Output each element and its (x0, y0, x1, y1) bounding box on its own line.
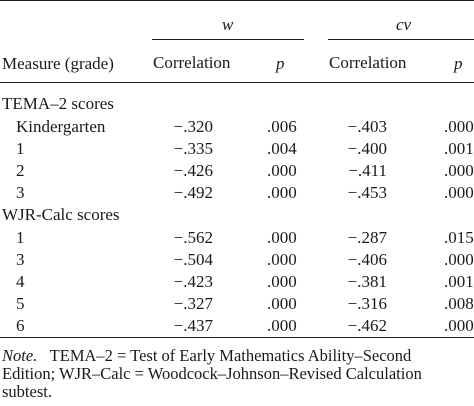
p-w-cell: .000 (267, 316, 297, 335)
correlation-w-cell: −.562 (173, 228, 213, 247)
note-text: TEMA–2 = Test of Early Mathematics Abili… (49, 346, 412, 365)
measure-cell: 6 (16, 316, 25, 335)
correlation-cv-cell: −.287 (347, 228, 387, 247)
correlation-cv-cell: −.400 (347, 139, 387, 158)
group-header-cv: cv (396, 15, 412, 34)
table-note: Note. TEMA–2 = Test of Early Mathematics… (2, 347, 474, 401)
measure-cell: 3 (16, 183, 25, 202)
measure-cell: Kindergarten (16, 117, 106, 136)
p-cv-cell: .0150 (444, 228, 474, 247)
correlation-w-cell: −.504 (173, 250, 213, 269)
correlation-cv-cell: −.462 (347, 316, 387, 335)
group-rule-w (152, 39, 304, 40)
p-cv-cell: .0000 (444, 117, 474, 136)
column-header-p-cv: p (454, 54, 463, 73)
measure-cell: 1 (16, 228, 25, 247)
column-header-measure: Measure (grade) (2, 54, 114, 73)
measure-cell: 3 (16, 250, 25, 269)
column-header-correlation-w: Correlation (153, 53, 231, 72)
correlation-cv-cell: −.406 (347, 250, 387, 269)
p-cv-cell: .0000 (444, 161, 474, 180)
section-title: WJR-Calc scores (2, 205, 120, 224)
column-header-correlation-cv: Correlation (329, 53, 407, 72)
p-cv-cell: .0000 (444, 250, 474, 269)
measure-cell: 5 (16, 294, 25, 313)
p-cv-cell: .001 (444, 272, 474, 291)
correlation-cv-cell: −.381 (347, 272, 387, 291)
correlation-cv-cell: −.403 (347, 117, 387, 136)
correlation-w-cell: −.423 (173, 272, 213, 291)
measure-cell: 1 (16, 139, 25, 158)
correlation-w-cell: −.426 (173, 161, 213, 180)
p-cv-cell: .0000 (444, 183, 474, 202)
p-w-cell: .006 (267, 117, 297, 136)
correlation-w-cell: −.320 (173, 117, 213, 136)
p-cv-cell: .0080 (444, 294, 474, 313)
p-w-cell: .004 (267, 139, 297, 158)
table-note-line-3: subtest. (2, 382, 52, 401)
p-w-cell: .000 (267, 161, 297, 180)
correlation-cv-cell: −.453 (347, 183, 387, 202)
measure-cell: 4 (16, 272, 25, 291)
group-header-w: w (222, 15, 234, 34)
correlation-w-cell: −.437 (173, 316, 213, 335)
correlation-w-cell: −.335 (173, 139, 213, 158)
correlation-cv-cell: −.411 (348, 161, 387, 180)
note-label: Note. (2, 346, 38, 365)
top-rule (0, 0, 474, 1)
p-w-cell: .000 (267, 272, 297, 291)
p-w-cell: .000 (267, 250, 297, 269)
group-rule-cv (328, 39, 474, 40)
p-cv-cell: .0000 (444, 316, 474, 335)
section-title: TEMA–2 scores (2, 94, 114, 113)
correlation-w-cell: −.327 (173, 294, 213, 313)
column-header-p-w: p (276, 54, 285, 73)
correlation-cv-cell: −.316 (347, 294, 387, 313)
bottom-rule (0, 337, 474, 338)
p-w-cell: .000 (267, 228, 297, 247)
p-cv-cell: .001 (444, 139, 474, 158)
p-w-cell: .000 (267, 294, 297, 313)
p-w-cell: .000 (267, 183, 297, 202)
correlation-w-cell: −.492 (173, 183, 213, 202)
measure-cell: 2 (16, 161, 25, 180)
table-note-line-1: Note. TEMA–2 = Test of Early Mathematics… (2, 347, 474, 365)
header-rule (0, 82, 474, 83)
table-note-line-2: Edition; WJR–Calc = Woodcock–Johnson–Rev… (2, 364, 422, 383)
